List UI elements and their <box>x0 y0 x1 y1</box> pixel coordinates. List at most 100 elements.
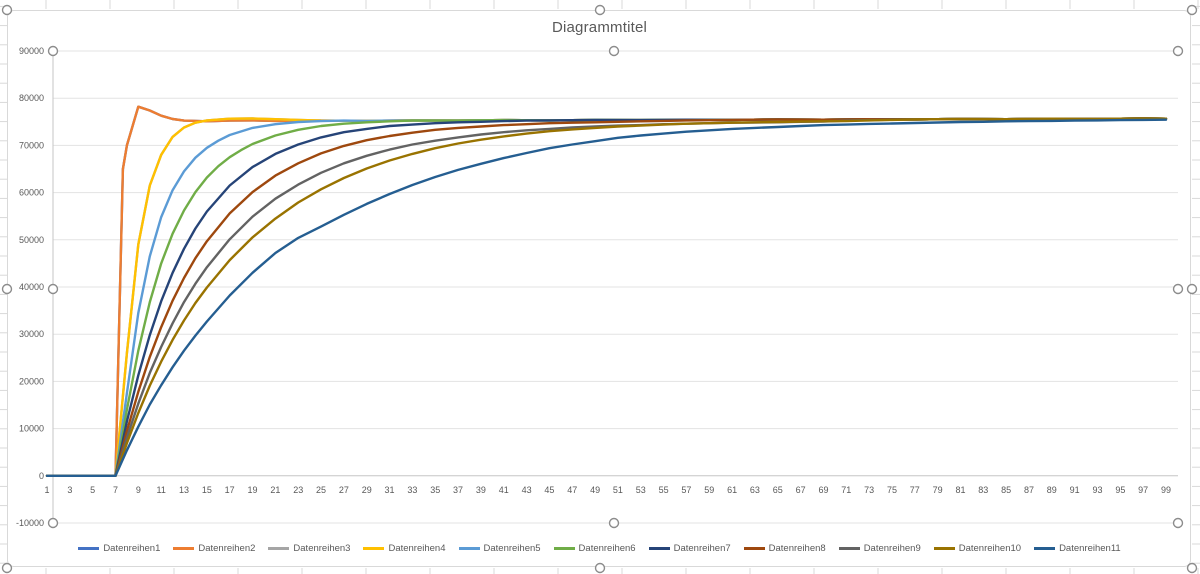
x-axis-tick-label: 11 <box>157 485 166 495</box>
series-line-datenreihen8[interactable] <box>45 117 1168 477</box>
y-axis-tick-label: 70000 <box>19 140 44 150</box>
legend-item-datenreihen2[interactable]: Datenreihen2 <box>173 543 255 554</box>
legend-item-datenreihen6[interactable]: Datenreihen6 <box>553 543 636 554</box>
series-line-datenreihen1[interactable] <box>45 105 1168 477</box>
legend-swatch-icon <box>553 547 575 550</box>
legend-item-datenreihen11[interactable]: Datenreihen11 <box>1034 543 1121 554</box>
legend-label: Datenreihen2 <box>198 543 256 554</box>
legend-swatch-icon <box>458 547 480 550</box>
x-axis-tick-label: 7 <box>113 485 118 495</box>
plot-selection-handle[interactable] <box>1172 517 1184 529</box>
legend-label: Datenreihen9 <box>863 543 921 554</box>
x-axis-tick-label: 5 <box>90 485 95 495</box>
x-axis-tick-label: 25 <box>316 485 326 495</box>
legend-label: Datenreihen4 <box>388 543 446 554</box>
x-axis-tick-label: 41 <box>499 485 509 495</box>
legend-label: Datenreihen3 <box>293 543 351 554</box>
x-axis-tick-label: 55 <box>659 485 669 495</box>
y-axis-tick-label: 30000 <box>19 329 44 339</box>
series-line-datenreihen10[interactable] <box>45 117 1168 477</box>
x-axis-tick-label: 71 <box>841 485 851 495</box>
plot-selection-handle[interactable] <box>1172 283 1184 295</box>
chart-selection-handle[interactable] <box>1186 4 1198 16</box>
x-axis-tick-label: 85 <box>1001 485 1011 495</box>
legend-swatch-icon <box>743 547 765 550</box>
x-axis-tick-label: 95 <box>1115 485 1125 495</box>
x-axis-tick-label: 35 <box>430 485 440 495</box>
x-axis-tick-label: 67 <box>796 485 806 495</box>
plot-selection-handle[interactable] <box>47 283 59 295</box>
series-line-datenreihen11[interactable] <box>45 118 1168 477</box>
x-axis-tick-label: 93 <box>1092 485 1102 495</box>
chart-area[interactable] <box>7 10 1191 567</box>
legend-label: Datenreihen7 <box>673 543 731 554</box>
x-axis-tick-label: 81 <box>955 485 965 495</box>
legend-swatch-icon <box>363 547 385 550</box>
x-axis-tick-label: 45 <box>544 485 554 495</box>
legend-swatch-icon <box>173 547 195 550</box>
x-axis-tick-label: 53 <box>636 485 646 495</box>
plot-selection-handle[interactable] <box>47 517 59 529</box>
x-axis-tick-label: 65 <box>773 485 783 495</box>
plot-selection-handle[interactable] <box>608 517 620 529</box>
legend-item-datenreihen3[interactable]: Datenreihen3 <box>268 543 350 554</box>
x-axis-tick-label: 63 <box>750 485 760 495</box>
y-axis-tick-label: 90000 <box>19 46 44 56</box>
legend-item-datenreihen8[interactable]: Datenreihen8 <box>743 543 826 554</box>
legend-item-datenreihen5[interactable]: Datenreihen5 <box>458 543 541 554</box>
chart-selection-handle[interactable] <box>1186 562 1198 574</box>
legend-label: Datenreihen10 <box>958 543 1022 554</box>
y-axis-tick-label: 50000 <box>19 235 44 245</box>
chart-selection-handle[interactable] <box>1 4 13 16</box>
x-axis-tick-label: 3 <box>67 485 72 495</box>
legend-item-datenreihen4[interactable]: Datenreihen4 <box>363 543 446 554</box>
x-axis-tick-label: 69 <box>818 485 828 495</box>
x-axis-tick-label: 89 <box>1047 485 1057 495</box>
chart-selection-handle[interactable] <box>1 283 13 295</box>
legend-item-datenreihen9[interactable]: Datenreihen9 <box>838 543 921 554</box>
y-axis-tick-label: -10000 <box>16 518 44 528</box>
legend-item-datenreihen7[interactable]: Datenreihen7 <box>648 543 731 554</box>
y-axis-tick-label: 10000 <box>19 424 44 434</box>
legend-swatch-icon <box>268 547 290 550</box>
y-axis-tick-label: 20000 <box>19 376 44 386</box>
chart-selection-handle[interactable] <box>594 4 606 16</box>
x-axis-tick-label: 79 <box>933 485 943 495</box>
legend-item-datenreihen1[interactable]: Datenreihen1 <box>78 543 160 554</box>
plot-selection-handle[interactable] <box>608 45 620 57</box>
y-axis-tick-label: 0 <box>39 471 44 481</box>
x-axis-tick-label: 91 <box>1070 485 1080 495</box>
series-line-datenreihen3[interactable] <box>45 117 1168 477</box>
chart-selection-handle[interactable] <box>1 562 13 574</box>
series-line-datenreihen4[interactable] <box>45 117 1168 477</box>
x-axis-tick-label: 9 <box>136 485 141 495</box>
legend-label: Datenreihen6 <box>578 543 636 554</box>
y-axis-tick-label: 80000 <box>19 93 44 103</box>
series-line-datenreihen7[interactable] <box>45 117 1168 477</box>
x-axis-tick-label: 27 <box>339 485 349 495</box>
x-axis-tick-label: 83 <box>978 485 988 495</box>
plot-selection-handle[interactable] <box>1172 45 1184 57</box>
series-line-datenreihen9[interactable] <box>45 117 1168 477</box>
plot-selection-handle[interactable] <box>47 45 59 57</box>
y-axis-tick-label: 40000 <box>19 282 44 292</box>
x-axis-tick-label: 51 <box>613 485 623 495</box>
x-axis-tick-label: 43 <box>522 485 532 495</box>
legend-label: Datenreihen11 <box>1059 543 1121 554</box>
legend-swatch-icon <box>838 547 860 550</box>
chart-selection-handle[interactable] <box>594 562 606 574</box>
chart-selection-handle[interactable] <box>1186 283 1198 295</box>
legend-label: Datenreihen5 <box>483 543 541 554</box>
series-line-datenreihen2[interactable] <box>45 105 1168 477</box>
x-axis-tick-label: 17 <box>225 485 235 495</box>
legend-item-datenreihen10[interactable]: Datenreihen10 <box>933 543 1022 554</box>
chart-title[interactable]: Diagrammtitel <box>551 19 648 36</box>
x-axis-tick-label: 23 <box>293 485 303 495</box>
x-axis-tick-label: 31 <box>385 485 395 495</box>
x-axis-tick-label: 37 <box>453 485 463 495</box>
x-axis-tick-label: 87 <box>1024 485 1034 495</box>
series-line-datenreihen5[interactable] <box>45 117 1168 477</box>
series-line-datenreihen6[interactable] <box>45 117 1168 477</box>
legend-label: Datenreihen8 <box>768 543 826 554</box>
